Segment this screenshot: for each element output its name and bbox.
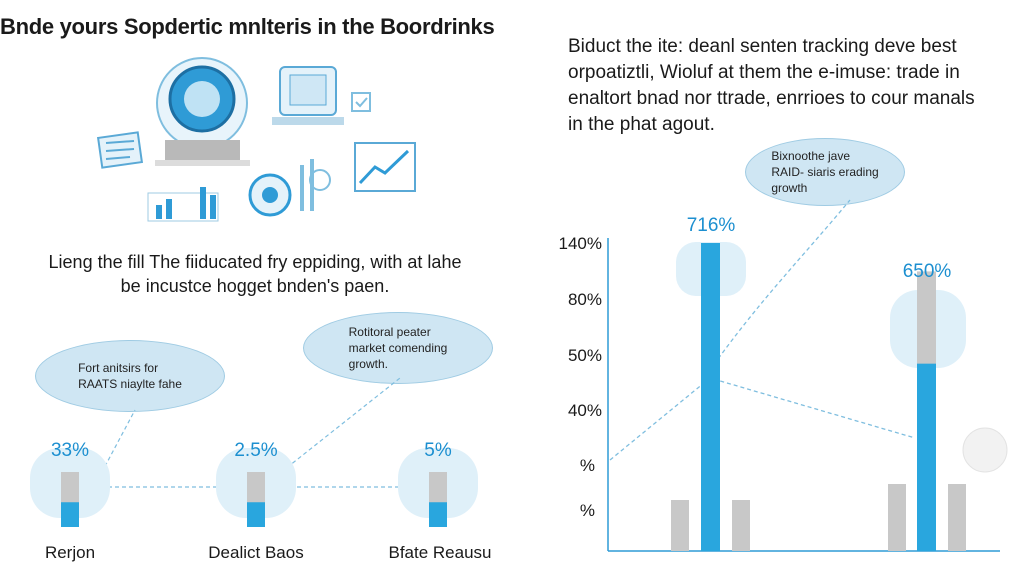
y-tick-label: % <box>579 456 595 475</box>
bar-fill <box>247 502 265 527</box>
mini-category-label: Bfate Reausu <box>388 543 492 562</box>
callout-line: RAID- siaris erading <box>771 165 879 179</box>
checkbox-icon <box>351 92 371 112</box>
big-bar-label: 650% <box>902 261 952 282</box>
gray-stub-bar <box>732 500 750 551</box>
gear-icon <box>962 427 1008 473</box>
top-description: Biduct the ite: deanl senten tracking de… <box>568 34 1008 138</box>
brain-globe-icon <box>155 57 250 166</box>
mini-bar-label: 33% <box>50 440 90 461</box>
top-description-line: in the phat agout. <box>568 114 715 135</box>
mini-bar-label: 2.5% <box>234 440 278 461</box>
mini-category-label: Dealict Baos <box>208 543 304 562</box>
trend-line <box>609 377 916 461</box>
top-description-line: enaltort bnad nor ttrade, enrrioes to co… <box>568 88 975 109</box>
y-tick-label: 40% <box>567 401 602 420</box>
big-bar-label: 716% <box>686 215 736 236</box>
trend-chart-icon <box>354 142 416 192</box>
illustration <box>96 57 416 222</box>
y-tick-label: 50% <box>567 346 602 365</box>
top-description-line: Biduct the ite: deanl senten tracking de… <box>568 36 957 57</box>
gray-stub-bar <box>888 484 906 551</box>
left-description-line: be incustce hogget bnden's paen. <box>120 276 390 296</box>
y-tick-label: % <box>579 501 595 520</box>
y-tick-label: 80% <box>567 290 602 309</box>
callout-line: market comending <box>348 341 448 355</box>
bar-chart-icon <box>147 187 219 222</box>
bar-fill <box>917 363 936 551</box>
callout-line: Fort anitsirs for <box>78 361 159 375</box>
bar-fill <box>61 502 79 527</box>
mini-category-label: Rerjon <box>44 543 96 562</box>
bulb-icon <box>300 159 331 211</box>
callout-line: Rotitoral peater <box>348 325 431 339</box>
left-description: Lieng the fill The fiiducated fry eppidi… <box>20 250 490 298</box>
callout-bubble-middle: Rotitoral peater market comending growth… <box>303 312 493 384</box>
mini-bar-label: 5% <box>424 440 452 461</box>
callout-line: Bixnoothe jave <box>771 149 851 163</box>
gray-stub-bar <box>948 484 966 551</box>
gray-stub-bar <box>671 500 689 551</box>
bar-fill <box>701 243 720 551</box>
page-title: Bnde yours Sopdertic mnlteris in the Boo… <box>0 14 495 39</box>
callout-line: RAATS niaylte fahe <box>78 377 182 391</box>
callout-line: growth <box>771 181 808 195</box>
bar-fill <box>429 502 447 527</box>
document-icon <box>96 131 144 169</box>
gear-icon <box>248 173 292 217</box>
laptop-icon <box>272 66 344 125</box>
callout-line: growth. <box>348 357 388 371</box>
y-tick-label: 140% <box>558 234 602 253</box>
callout-bubble-left: Fort anitsirs for RAATS niaylte fahe <box>35 340 225 412</box>
left-description-line: Lieng the fill The fiiducated fry eppidi… <box>48 252 462 272</box>
callout-bubble-right: Bixnoothe jave RAID- siaris erading grow… <box>745 138 905 206</box>
callout-connector <box>709 199 851 371</box>
top-description-line: orpoatiztli, Wioluf at them the e-imuse:… <box>568 62 960 83</box>
